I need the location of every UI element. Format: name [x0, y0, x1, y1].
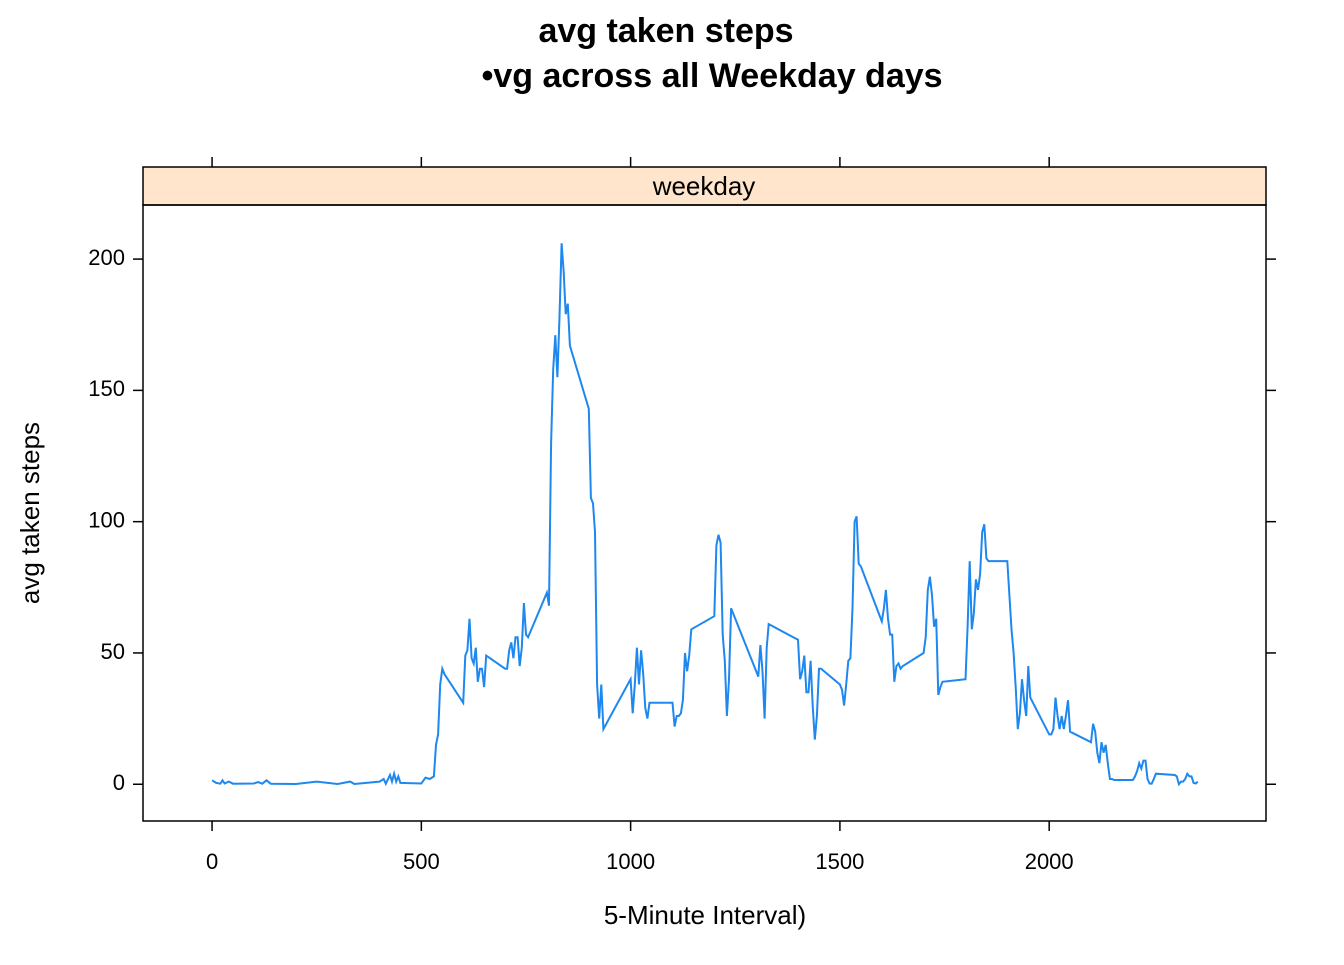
strip-label: weekday: [652, 171, 756, 201]
y-tick-label: 200: [88, 245, 125, 270]
x-axis-label: 5-Minute Interval): [604, 900, 806, 930]
y-tick-label: 0: [113, 770, 125, 795]
x-tick-label: 500: [403, 849, 440, 874]
x-tick-label: 2000: [1025, 849, 1074, 874]
y-tick-label: 50: [101, 639, 125, 664]
strip: [142, 166, 1267, 206]
series-line: [211, 243, 1199, 787]
x-tick-label: 1000: [606, 849, 655, 874]
y-tick-label: 150: [88, 376, 125, 401]
chart-subtitle: •vg across all Weekday days: [481, 57, 942, 95]
y-tick-label: 100: [88, 507, 125, 532]
x-tick-label: 0: [206, 849, 218, 874]
panel: [142, 204, 1267, 822]
y-axis-label: avg taken steps: [15, 422, 45, 604]
x-tick-label: 1500: [815, 849, 864, 874]
chart-title: avg taken steps: [538, 12, 793, 50]
